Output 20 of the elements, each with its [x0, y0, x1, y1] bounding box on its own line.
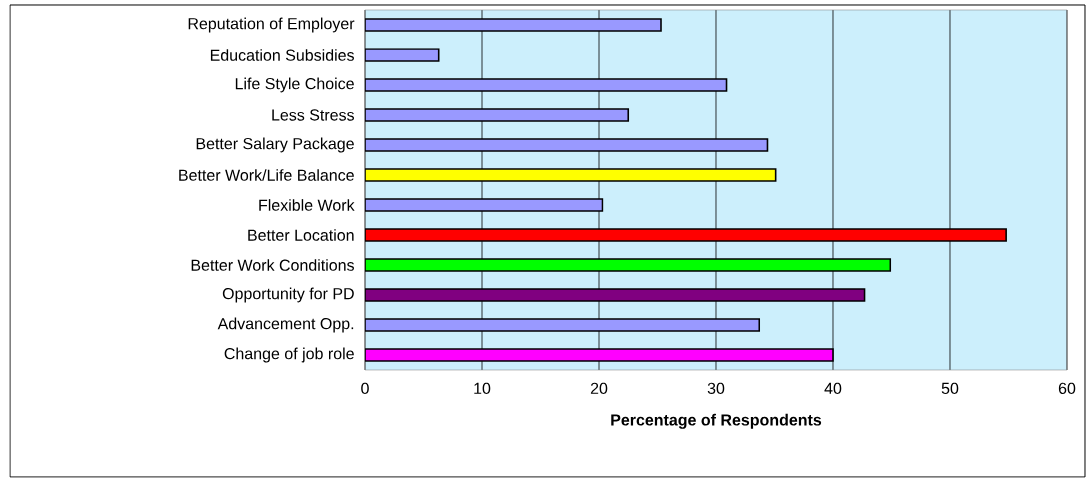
y-tick-label: Advancement Opp. [217, 317, 354, 333]
x-tick-label: 40 [824, 382, 842, 395]
y-tick-label: Education Subsidies [210, 49, 354, 61]
y-tick-label: Life Style Choice [235, 77, 354, 93]
x-tick-label: 0 [361, 382, 369, 395]
x-tick-label: 50 [941, 382, 959, 395]
y-tick-label: Better Work Conditions [191, 259, 354, 271]
x-tick-label: 20 [590, 382, 608, 395]
y-tick-label: Less Stress [272, 109, 355, 121]
y-tick-label: Better Salary Package [196, 137, 354, 153]
x-axis-title: Percentage of Respondents [611, 413, 822, 429]
y-tick-label: Change of job role [224, 347, 354, 363]
x-tick-label: 60 [1058, 382, 1076, 395]
y-tick-label: Flexible Work [259, 199, 355, 211]
y-tick-label: Better Location [248, 229, 354, 241]
x-tick-label: 10 [474, 382, 491, 395]
y-tick-label: Reputation of Employer [188, 17, 355, 33]
x-tick-label: 30 [707, 382, 725, 395]
y-tick-label: Better Work/Life Balance [179, 169, 354, 181]
y-tick-label: Opportunity for PD [222, 287, 354, 303]
